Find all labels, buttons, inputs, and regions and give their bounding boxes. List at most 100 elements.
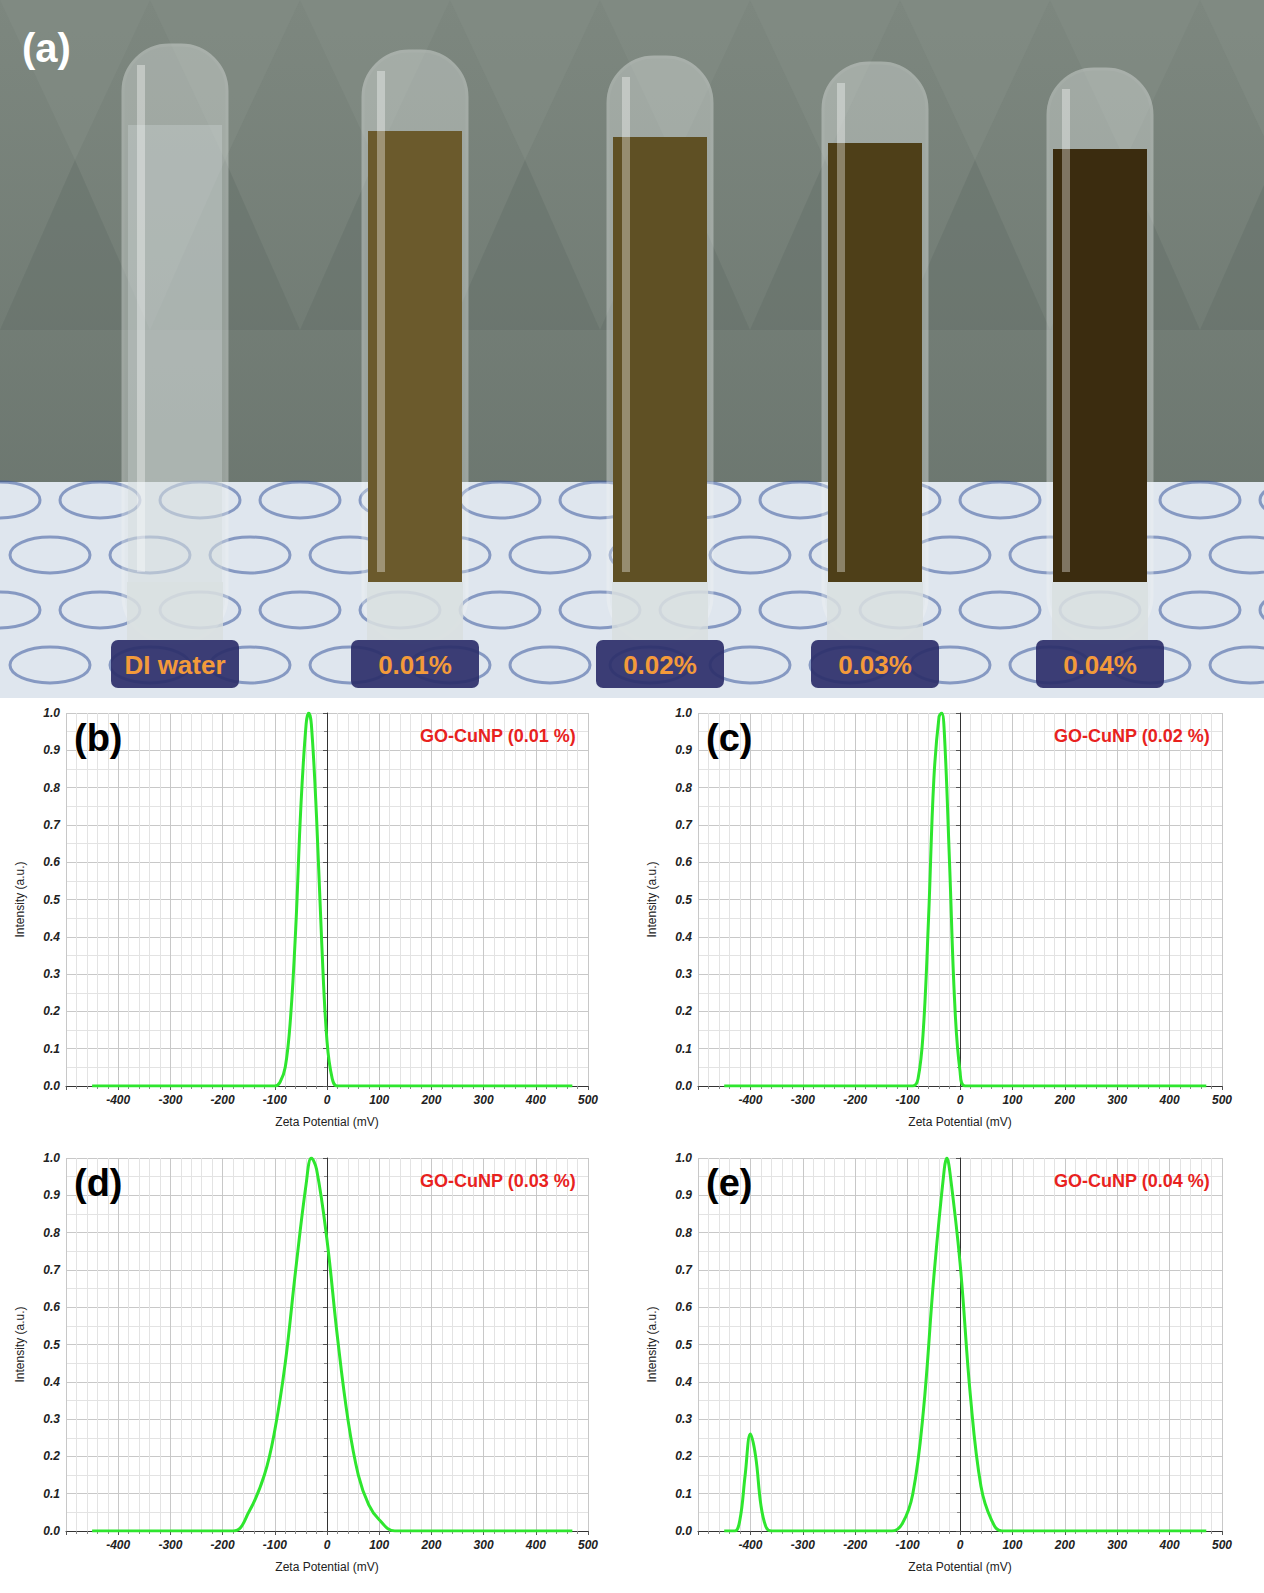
svg-text:0.2: 0.2 <box>675 1004 692 1018</box>
svg-text:-100: -100 <box>896 1538 920 1552</box>
svg-text:0.02%: 0.02% <box>623 650 697 680</box>
svg-text:100: 100 <box>369 1538 389 1552</box>
svg-text:200: 200 <box>420 1093 441 1107</box>
svg-text:0: 0 <box>957 1093 964 1107</box>
svg-text:500: 500 <box>1212 1093 1232 1107</box>
svg-text:0.3: 0.3 <box>675 967 692 981</box>
svg-text:Intensity (a.u.): Intensity (a.u.) <box>645 1306 659 1382</box>
svg-text:-300: -300 <box>791 1538 815 1552</box>
svg-text:0.03%: 0.03% <box>838 650 912 680</box>
svg-text:0.6: 0.6 <box>43 1300 60 1314</box>
svg-text:0.1: 0.1 <box>43 1487 60 1501</box>
svg-text:-200: -200 <box>211 1093 235 1107</box>
svg-text:0.04%: 0.04% <box>1063 650 1137 680</box>
svg-text:0.1: 0.1 <box>675 1487 692 1501</box>
svg-text:(d): (d) <box>74 1162 123 1204</box>
svg-text:Zeta Potential (mV): Zeta Potential (mV) <box>275 1115 378 1129</box>
svg-text:Zeta Potential (mV): Zeta Potential (mV) <box>908 1115 1011 1129</box>
svg-text:0: 0 <box>957 1538 964 1552</box>
svg-text:0.0: 0.0 <box>675 1524 692 1538</box>
svg-text:100: 100 <box>369 1093 389 1107</box>
svg-text:-300: -300 <box>791 1093 815 1107</box>
svg-text:0.1: 0.1 <box>43 1042 60 1056</box>
svg-text:GO-CuNP (0.01 %): GO-CuNP (0.01 %) <box>420 726 576 746</box>
svg-text:-400: -400 <box>106 1093 130 1107</box>
svg-text:0.2: 0.2 <box>43 1004 60 1018</box>
svg-text:0.0: 0.0 <box>43 1524 60 1538</box>
svg-text:1.0: 1.0 <box>675 706 692 720</box>
svg-text:-200: -200 <box>211 1538 235 1552</box>
svg-text:1.0: 1.0 <box>43 706 60 720</box>
svg-text:200: 200 <box>420 1538 441 1552</box>
svg-text:0.4: 0.4 <box>675 1375 692 1389</box>
svg-text:200: 200 <box>1054 1093 1075 1107</box>
svg-text:400: 400 <box>525 1538 546 1552</box>
svg-text:0.5: 0.5 <box>675 1338 692 1352</box>
svg-text:DI water: DI water <box>124 650 225 680</box>
svg-text:0.7: 0.7 <box>675 818 693 832</box>
svg-text:0.4: 0.4 <box>675 930 692 944</box>
svg-text:400: 400 <box>1159 1093 1180 1107</box>
svg-text:0.0: 0.0 <box>675 1079 692 1093</box>
svg-text:(c): (c) <box>706 717 752 759</box>
svg-text:-300: -300 <box>158 1093 182 1107</box>
svg-text:100: 100 <box>1002 1093 1022 1107</box>
svg-text:0: 0 <box>324 1093 331 1107</box>
svg-text:0.0: 0.0 <box>43 1079 60 1093</box>
svg-text:0.7: 0.7 <box>675 1263 693 1277</box>
svg-text:500: 500 <box>578 1093 598 1107</box>
svg-text:500: 500 <box>578 1538 598 1552</box>
svg-text:(e): (e) <box>706 1162 752 1204</box>
svg-text:-400: -400 <box>738 1093 762 1107</box>
svg-text:Intensity (a.u.): Intensity (a.u.) <box>13 1306 27 1382</box>
svg-text:0.6: 0.6 <box>43 855 60 869</box>
svg-text:-200: -200 <box>843 1538 867 1552</box>
svg-text:0.5: 0.5 <box>43 893 60 907</box>
svg-text:300: 300 <box>1107 1538 1127 1552</box>
svg-text:400: 400 <box>525 1093 546 1107</box>
svg-text:0.8: 0.8 <box>43 781 60 795</box>
svg-text:300: 300 <box>1107 1093 1127 1107</box>
svg-text:0.2: 0.2 <box>675 1449 692 1463</box>
svg-text:0.2: 0.2 <box>43 1449 60 1463</box>
svg-text:-200: -200 <box>843 1093 867 1107</box>
svg-text:0.7: 0.7 <box>43 1263 61 1277</box>
svg-text:-100: -100 <box>896 1093 920 1107</box>
svg-text:0.3: 0.3 <box>43 967 60 981</box>
svg-text:1.0: 1.0 <box>675 1151 692 1165</box>
svg-text:0.4: 0.4 <box>43 930 60 944</box>
svg-text:300: 300 <box>474 1093 494 1107</box>
svg-text:0.7: 0.7 <box>43 818 61 832</box>
svg-text:0.8: 0.8 <box>675 781 692 795</box>
svg-text:-400: -400 <box>738 1538 762 1552</box>
svg-text:GO-CuNP (0.03 %): GO-CuNP (0.03 %) <box>420 1171 576 1191</box>
svg-text:-100: -100 <box>263 1538 287 1552</box>
svg-text:200: 200 <box>1054 1538 1075 1552</box>
svg-text:Intensity (a.u.): Intensity (a.u.) <box>645 861 659 937</box>
svg-text:0.5: 0.5 <box>43 1338 60 1352</box>
svg-text:0.4: 0.4 <box>43 1375 60 1389</box>
svg-text:0.9: 0.9 <box>675 1188 692 1202</box>
svg-text:0.3: 0.3 <box>675 1412 692 1426</box>
svg-text:0.3: 0.3 <box>43 1412 60 1426</box>
svg-text:0.1: 0.1 <box>675 1042 692 1056</box>
svg-text:400: 400 <box>1159 1538 1180 1552</box>
svg-text:0.8: 0.8 <box>675 1226 692 1240</box>
svg-text:1.0: 1.0 <box>43 1151 60 1165</box>
svg-text:GO-CuNP (0.02 %): GO-CuNP (0.02 %) <box>1054 726 1210 746</box>
svg-text:Zeta Potential (mV): Zeta Potential (mV) <box>908 1560 1011 1574</box>
svg-text:-300: -300 <box>158 1538 182 1552</box>
svg-text:GO-CuNP (0.04 %): GO-CuNP (0.04 %) <box>1054 1171 1210 1191</box>
svg-text:0.9: 0.9 <box>43 1188 60 1202</box>
svg-text:0.9: 0.9 <box>675 743 692 757</box>
svg-text:0.01%: 0.01% <box>378 650 452 680</box>
svg-text:-100: -100 <box>263 1093 287 1107</box>
svg-text:-400: -400 <box>106 1538 130 1552</box>
svg-text:Intensity (a.u.): Intensity (a.u.) <box>13 861 27 937</box>
svg-text:500: 500 <box>1212 1538 1232 1552</box>
svg-text:Zeta Potential (mV): Zeta Potential (mV) <box>275 1560 378 1574</box>
svg-text:0.8: 0.8 <box>43 1226 60 1240</box>
svg-text:0.9: 0.9 <box>43 743 60 757</box>
svg-text:300: 300 <box>474 1538 494 1552</box>
svg-text:0.5: 0.5 <box>675 893 692 907</box>
